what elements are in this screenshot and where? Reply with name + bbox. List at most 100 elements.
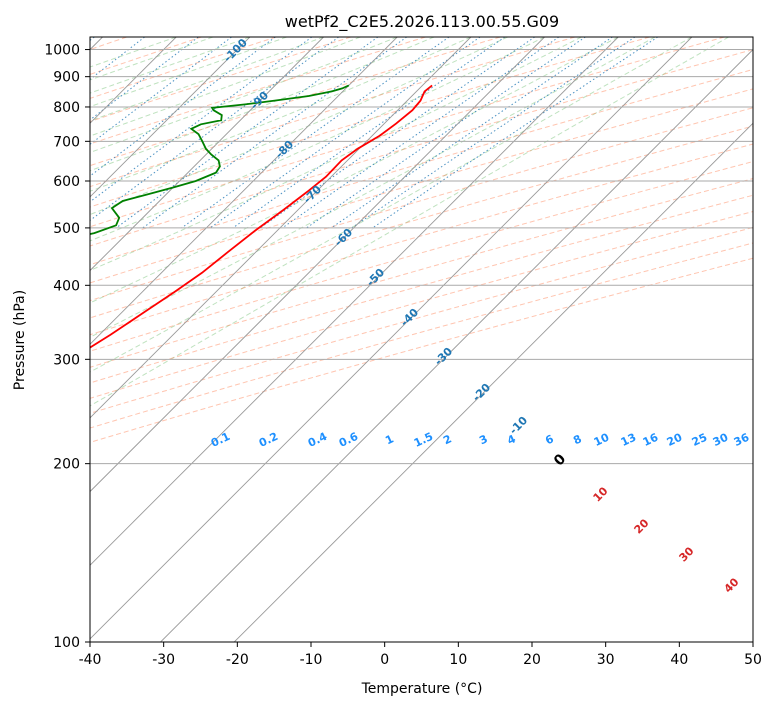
mixing-ratio-line bbox=[331, 37, 613, 229]
mixing-ratio-line bbox=[209, 37, 481, 229]
y-tick-label: 400 bbox=[53, 278, 80, 294]
moist-adiabat-line bbox=[90, 37, 472, 192]
mixing-ratio-label: 20 bbox=[665, 431, 685, 449]
dry-adiabat-label: 0 bbox=[551, 451, 569, 469]
dry-adiabat-label: 30 bbox=[677, 544, 697, 564]
isotherm-line bbox=[90, 37, 619, 566]
x-tick-label: 10 bbox=[449, 652, 467, 668]
mixing-ratio-label: 25 bbox=[690, 431, 709, 449]
dry-adiabat-line bbox=[90, 88, 753, 284]
mixing-ratio-line bbox=[90, 37, 339, 222]
mixing-ratio-label: 3 bbox=[477, 432, 489, 447]
isotherm-line bbox=[90, 37, 472, 419]
isotherm-line bbox=[233, 122, 753, 642]
y-tick-label: 600 bbox=[53, 174, 80, 190]
y-tick-label: 300 bbox=[53, 352, 80, 368]
dry-adiabat-line bbox=[90, 37, 576, 188]
y-axis-label: Pressure (hPa) bbox=[12, 290, 28, 390]
mixing-ratio-label: 1 bbox=[383, 432, 395, 447]
x-tick-label: 0 bbox=[380, 652, 389, 668]
mixing-ratio-line bbox=[90, 37, 199, 121]
moist-adiabat-line bbox=[90, 37, 656, 338]
mixing-ratio-line bbox=[115, 37, 379, 229]
x-tick-label: -40 bbox=[79, 652, 102, 668]
mixing-ratio-line bbox=[181, 37, 450, 229]
moist-adiabat-line bbox=[90, 37, 361, 137]
dry-adiabat-label: -30 bbox=[432, 345, 455, 368]
x-tick-label: 30 bbox=[597, 652, 615, 668]
dry-adiabat-label: 40 bbox=[722, 575, 742, 595]
moist-adiabat-line bbox=[90, 37, 545, 242]
isotherm-line bbox=[90, 37, 545, 493]
mixing-ratio-label: 2 bbox=[441, 432, 453, 447]
dry-adiabat-line bbox=[90, 143, 753, 336]
isotherm-line bbox=[90, 37, 693, 640]
dry-adiabat-line bbox=[90, 211, 753, 399]
x-tick-label: 40 bbox=[670, 652, 688, 668]
isotherm-line bbox=[90, 37, 251, 198]
moist-adiabat-line bbox=[90, 37, 287, 108]
dry-adiabat-line bbox=[90, 107, 753, 302]
series-line-1 bbox=[90, 84, 433, 349]
moist-adiabat-line bbox=[90, 37, 619, 304]
mixing-ratio-label: 16 bbox=[641, 431, 661, 449]
dry-adiabat-line bbox=[90, 242, 753, 429]
y-tick-label: 500 bbox=[53, 221, 80, 237]
mixing-ratio-line bbox=[351, 37, 636, 229]
moist-adiabat-line bbox=[90, 37, 324, 122]
mixing-ratio-label: 0.1 bbox=[209, 430, 232, 450]
moist-adiabat-line bbox=[90, 37, 214, 81]
dry-adiabat-label: 20 bbox=[632, 516, 652, 536]
mixing-ratio-line bbox=[90, 37, 95, 42]
mixing-ratio-line bbox=[90, 37, 232, 145]
dry-adiabat-line bbox=[90, 125, 753, 319]
dry-adiabat-line bbox=[90, 37, 725, 228]
mixing-ratio-label: 36 bbox=[732, 431, 752, 449]
dry-adiabat-line bbox=[90, 49, 753, 247]
x-tick-label: 20 bbox=[523, 652, 541, 668]
mixing-ratio-label: 6 bbox=[543, 432, 556, 447]
dry-adiabat-line bbox=[90, 161, 753, 352]
mixing-ratio-line bbox=[372, 37, 658, 229]
y-tick-label: 1000 bbox=[44, 43, 80, 59]
x-tick-label: 50 bbox=[744, 652, 762, 668]
mixing-ratio-label: 0.2 bbox=[257, 430, 280, 450]
dry-adiabat-line bbox=[90, 37, 426, 145]
dry-adiabat-line bbox=[90, 37, 351, 123]
mixing-ratio-label: 0.6 bbox=[337, 430, 360, 450]
y-tick-label: 800 bbox=[53, 100, 80, 116]
x-tick-label: -20 bbox=[226, 652, 249, 668]
isotherm-line bbox=[90, 37, 398, 345]
mixing-ratio-label: 10 bbox=[592, 431, 612, 449]
moist-adiabat-line bbox=[90, 37, 582, 272]
mixing-ratio-label: 8 bbox=[571, 432, 583, 447]
moist-adiabat-line bbox=[90, 37, 729, 407]
y-tick-label: 700 bbox=[53, 134, 80, 150]
dry-adiabat-line bbox=[90, 178, 753, 368]
dry-adiabat-line bbox=[90, 68, 753, 266]
dry-adiabat-label: -40 bbox=[398, 306, 421, 329]
dry-adiabat-line bbox=[90, 257, 753, 443]
moist-adiabat-line bbox=[90, 37, 251, 94]
x-tick-label: -10 bbox=[300, 652, 323, 668]
isotherm-line bbox=[160, 48, 753, 642]
y-tick-label: 900 bbox=[53, 70, 80, 86]
y-tick-label: 200 bbox=[53, 457, 80, 473]
plot-frame bbox=[89, 36, 754, 643]
mixing-ratio-line bbox=[90, 37, 145, 80]
x-axis-label: Temperature (°C) bbox=[361, 681, 483, 697]
dry-adiabat-line bbox=[90, 37, 501, 167]
series-line-2 bbox=[90, 84, 350, 235]
mixing-ratio-label: 0.4 bbox=[306, 430, 329, 450]
dry-adiabat-line bbox=[90, 37, 202, 75]
mixing-ratio-line bbox=[282, 37, 560, 229]
dry-adiabat-label: 10 bbox=[591, 484, 611, 504]
dry-adiabat-label: -20 bbox=[470, 381, 493, 404]
mixing-ratio-label: 1.5 bbox=[412, 430, 435, 450]
y-tick-label: 100 bbox=[53, 635, 80, 651]
dry-adiabat-line bbox=[90, 194, 753, 384]
moist-adiabat-line bbox=[90, 37, 398, 154]
dry-adiabat-label: -70 bbox=[301, 183, 324, 206]
